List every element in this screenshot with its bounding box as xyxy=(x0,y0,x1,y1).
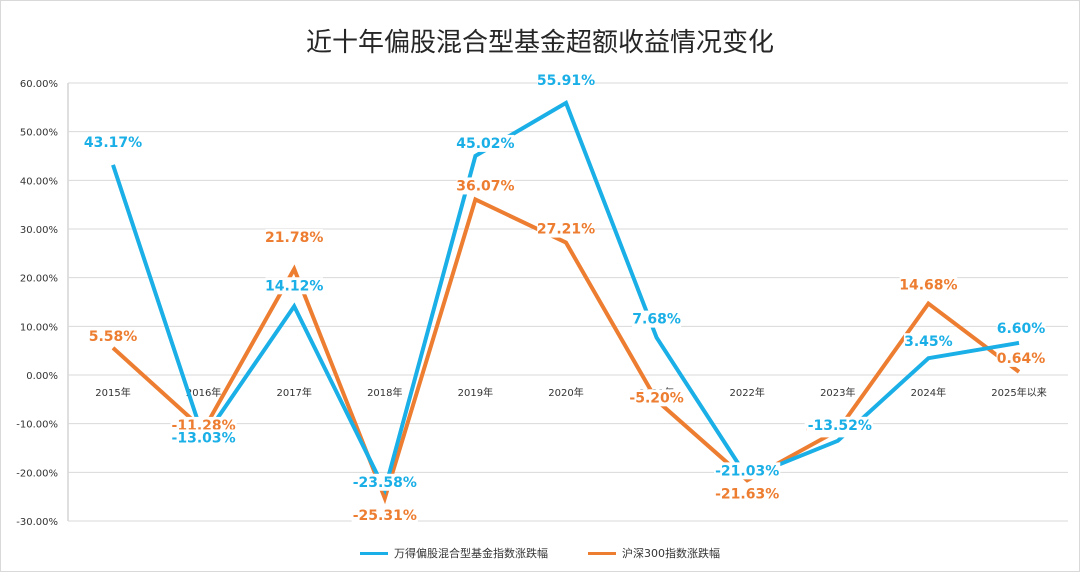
data-label-bg xyxy=(632,310,682,328)
legend-item-fund: 万得偏股混合型基金指数涨跌幅 xyxy=(360,545,548,561)
data-label: -25.31% xyxy=(353,508,417,524)
legend-label-fund: 万得偏股混合型基金指数涨跌幅 xyxy=(394,547,548,560)
y-tick-label: 0.00% xyxy=(26,371,58,382)
data-label-bg xyxy=(88,327,138,345)
legend-swatch-csi300 xyxy=(588,551,616,555)
x-tick-label: 2016年 xyxy=(186,386,221,399)
data-label-bg xyxy=(996,319,1046,337)
series-line-fund xyxy=(111,99,1020,496)
data-label-bg xyxy=(537,71,595,89)
data-label: 5.58% xyxy=(89,329,138,345)
data-label: 7.68% xyxy=(632,312,681,328)
data-label-bg xyxy=(537,220,595,238)
data-label-bg xyxy=(996,349,1046,367)
y-tick-label: -20.00% xyxy=(16,468,58,479)
data-label-bg xyxy=(84,133,142,151)
y-tick-label: 10.00% xyxy=(20,322,58,333)
legend-swatch-fund xyxy=(360,551,388,555)
data-label-bg xyxy=(456,177,515,195)
x-tick-label: 2015年 xyxy=(95,386,130,399)
data-label: 21.78% xyxy=(265,230,323,246)
legend-label-csi300: 沪深300指数涨跌幅 xyxy=(622,547,720,560)
y-tick-label: 50.00% xyxy=(20,128,58,139)
data-label: 55.91% xyxy=(537,73,595,89)
chart-legend: 万得偏股混合型基金指数涨跌幅 沪深300指数涨跌幅 xyxy=(0,545,1080,561)
data-label: -13.52% xyxy=(808,418,872,434)
data-label-bg xyxy=(806,416,873,434)
x-tick-label: 2017年 xyxy=(276,386,311,399)
data-label: -5.20% xyxy=(629,390,683,406)
x-tick-label: 2023年 xyxy=(820,386,855,399)
chart-title: 近十年偏股混合型基金超额收益情况变化 xyxy=(305,28,774,58)
legend-item-csi300: 沪深300指数涨跌幅 xyxy=(588,545,720,561)
x-tick-label: 2018年 xyxy=(367,386,402,399)
data-label: 45.02% xyxy=(456,136,514,152)
data-label: 14.68% xyxy=(899,278,957,294)
y-tick-label: 30.00% xyxy=(20,225,58,236)
data-label: -21.63% xyxy=(715,486,779,502)
y-tick-label: -10.00% xyxy=(16,420,58,431)
x-tick-label: 2024年 xyxy=(911,386,946,399)
data-label-bg xyxy=(714,485,781,503)
data-label: 0.64% xyxy=(997,351,1046,367)
y-tick-label: 20.00% xyxy=(20,274,58,285)
y-tick-label: 40.00% xyxy=(20,176,58,187)
data-label: 14.12% xyxy=(265,278,323,294)
x-tick-label: 2019年 xyxy=(458,386,493,399)
data-label-bg xyxy=(265,277,323,295)
data-label: 43.17% xyxy=(84,135,142,151)
data-label-bg xyxy=(627,389,686,407)
data-label: -23.58% xyxy=(353,475,417,491)
y-tick-label: -30.00% xyxy=(16,517,58,528)
data-label-bg xyxy=(899,276,958,294)
y-tick-label: 60.00% xyxy=(20,79,58,90)
data-label-bg xyxy=(170,429,237,447)
data-label: 36.07% xyxy=(456,178,514,194)
x-tick-label: 2020年 xyxy=(548,386,583,399)
data-label: 3.45% xyxy=(904,334,953,350)
series-line-csi300 xyxy=(111,196,1021,505)
data-label-bg xyxy=(265,229,323,247)
data-label: -21.03% xyxy=(715,463,779,479)
data-label-bg xyxy=(351,507,418,525)
data-label: -13.03% xyxy=(172,430,236,446)
x-tick-label: 2022年 xyxy=(729,386,764,399)
data-label: 27.21% xyxy=(537,222,595,238)
data-label-bg xyxy=(456,134,515,152)
data-label-bg xyxy=(714,462,781,480)
data-label: 6.60% xyxy=(997,321,1046,337)
data-label-bg xyxy=(351,473,418,491)
data-label-bg xyxy=(903,333,953,351)
x-tick-label: 2025年以来 xyxy=(991,386,1046,399)
